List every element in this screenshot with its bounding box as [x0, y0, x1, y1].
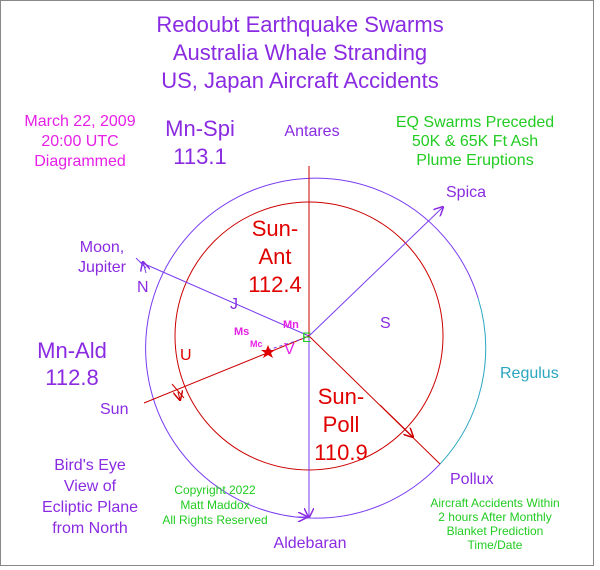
outer-orbit-teal: [439, 298, 487, 465]
mn-ald-value: 112.8: [45, 365, 99, 390]
sun-marker: [171, 383, 185, 399]
moon-marker: [135, 257, 147, 269]
birds-eye-line-4: from North: [52, 520, 128, 537]
moon-jupiter-line-1: Moon,: [79, 239, 125, 256]
pollux-arrow: [379, 404, 413, 437]
note-bottom-line-1: Aircraft Accidents Within: [430, 496, 560, 510]
sun-line: [143, 335, 310, 404]
date-line-1: March 22, 2009: [24, 113, 136, 130]
birds-eye-line-1: Bird's Eye: [54, 457, 126, 474]
sun-poll-label-1: Sun-: [317, 384, 365, 409]
moon-line: [139, 261, 310, 337]
copyright-line-2: Matt Maddox: [180, 498, 250, 512]
jupiter-marker: J: [230, 296, 238, 313]
note-bottom-line-3: Blanket Prediction: [446, 524, 544, 538]
birds-eye-line-3: Ecliptic Plane: [41, 499, 139, 516]
sun-ant-value: 112.4: [248, 272, 302, 297]
birds-eye-line-2: View of: [63, 478, 117, 495]
mc-marker: Mc: [250, 339, 263, 349]
neptune-marker: N: [137, 279, 149, 296]
antares-label: Antares: [284, 123, 340, 140]
note-top-line-3: Plume Eruptions: [416, 152, 534, 169]
copyright-line-3: All Rights Reserved: [162, 513, 268, 527]
sun-ant-label-2: Ant: [258, 244, 292, 269]
pollux-line: [308, 335, 441, 465]
mn-spi-label: Mn-Spi: [165, 116, 235, 141]
moon-jupiter-line-2: Jupiter: [77, 259, 127, 276]
mars-star: [261, 345, 275, 358]
saturn-marker: S: [380, 315, 391, 332]
mn-marker: Mn: [283, 319, 299, 331]
venus-segment: [267, 337, 306, 351]
sun-poll-value: 110.9: [314, 440, 368, 465]
regulus-label: Regulus: [500, 365, 559, 382]
sun-poll-label-2: Poll: [322, 412, 360, 437]
outer-orbit-purple: [145, 177, 479, 519]
title-line-2: Australia Whale Stranding: [172, 40, 428, 65]
spica-line: [308, 207, 443, 337]
date-line-3: Diagrammed: [34, 153, 126, 170]
mn-ald-label: Mn-Ald: [37, 338, 107, 363]
earth-marker: E: [302, 329, 312, 345]
copyright-line-1: Copyright 2022: [174, 483, 256, 497]
title-line-3: US, Japan Aircraft Accidents: [161, 68, 439, 93]
orbit-arrow-moon: [143, 262, 146, 274]
mn-spi-value: 113.1: [173, 144, 227, 169]
pollux-label: Pollux: [450, 471, 494, 488]
orbit-arrow-sun: [178, 392, 180, 400]
spica-label: Spica: [446, 184, 487, 201]
sun-label: Sun: [100, 401, 129, 418]
date-line-2: 20:00 UTC: [41, 133, 119, 150]
note-bottom-line-4: Time/Date: [467, 538, 523, 552]
note-top-line-2: 50K & 65K Ft Ash: [411, 133, 539, 150]
ms-marker: Ms: [234, 326, 250, 338]
note-bottom-line-2: 2 hours After Monthly: [438, 510, 552, 524]
title-line-1: Redoubt Earthquake Swarms: [156, 12, 444, 37]
note-top-line-1: EQ Swarms Preceded: [395, 114, 555, 131]
aldebaran-label: Aldebaran: [273, 535, 347, 552]
sun-ant-label-1: Sun-: [251, 216, 299, 241]
venus-marker: V: [284, 341, 295, 358]
uranus-marker: U: [180, 347, 192, 364]
